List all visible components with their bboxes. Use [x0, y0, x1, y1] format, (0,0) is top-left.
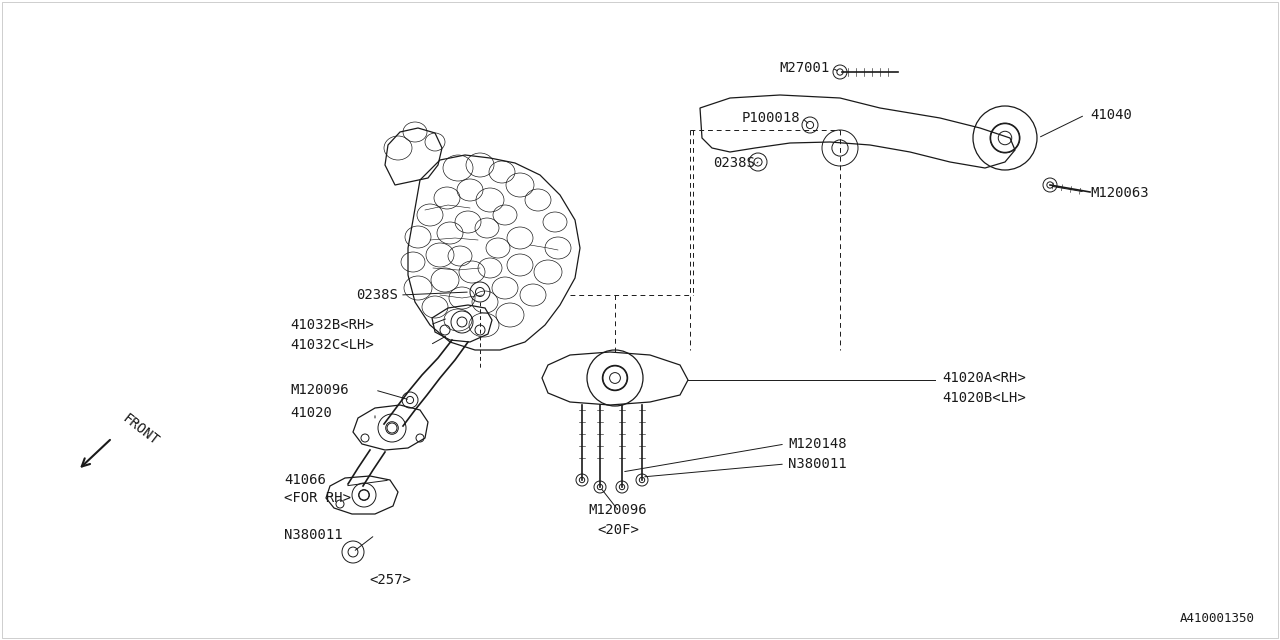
- Text: <257>: <257>: [369, 573, 411, 587]
- Text: P100018: P100018: [741, 111, 800, 125]
- Text: <20F>: <20F>: [596, 523, 639, 537]
- Text: N380011: N380011: [284, 528, 343, 542]
- Text: <FOR RH>: <FOR RH>: [284, 491, 351, 505]
- Text: M120096: M120096: [589, 503, 648, 517]
- Text: N380011: N380011: [788, 457, 846, 471]
- Text: 41020B<LH>: 41020B<LH>: [942, 391, 1025, 405]
- Text: 41040: 41040: [1091, 108, 1132, 122]
- Text: M120096: M120096: [291, 383, 348, 397]
- Text: A410001350: A410001350: [1180, 611, 1254, 625]
- Text: 41032B<RH>: 41032B<RH>: [291, 318, 374, 332]
- Text: 41032C<LH>: 41032C<LH>: [291, 338, 374, 352]
- Text: M120148: M120148: [788, 437, 846, 451]
- Text: 41020A<RH>: 41020A<RH>: [942, 371, 1025, 385]
- Text: 0238S: 0238S: [713, 156, 755, 170]
- Text: 41066: 41066: [284, 473, 326, 487]
- Text: M120063: M120063: [1091, 186, 1148, 200]
- Text: FRONT: FRONT: [120, 412, 161, 449]
- Text: 0238S: 0238S: [356, 288, 398, 302]
- Text: M27001: M27001: [780, 61, 829, 75]
- Text: 41020: 41020: [291, 406, 332, 420]
